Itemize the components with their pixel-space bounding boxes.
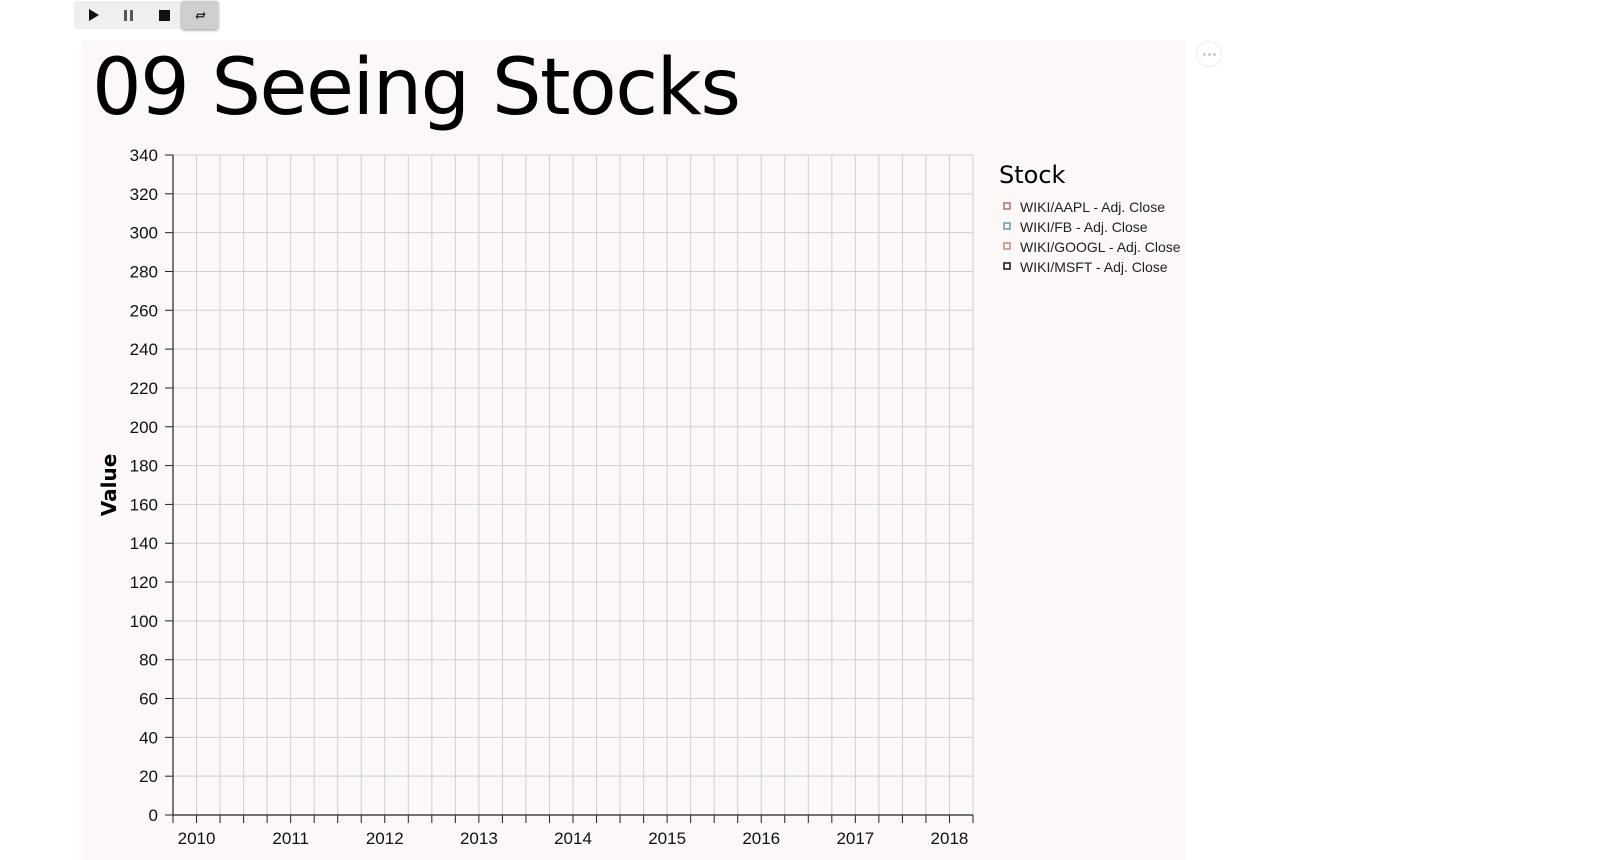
x-tick-label: 2014 (554, 829, 592, 848)
play-button[interactable] (74, 1, 110, 29)
stop-button[interactable] (146, 1, 182, 29)
y-tick-label: 120 (130, 573, 158, 592)
chart-panel (82, 41, 1186, 860)
y-tick-label: 20 (139, 767, 158, 786)
y-tick-label: 140 (130, 534, 158, 553)
y-tick-label: 200 (130, 418, 158, 437)
y-tick-label: 80 (139, 651, 158, 670)
x-tick-label: 2016 (742, 829, 780, 848)
legend-symbol (1003, 222, 1011, 230)
y-axis-label: Value (97, 454, 121, 517)
x-tick-label: 2017 (836, 829, 874, 848)
loop-button[interactable] (182, 1, 218, 29)
y-tick-label: 100 (130, 612, 158, 631)
y-tick-label: 220 (130, 379, 158, 398)
legend-symbol (1003, 202, 1011, 210)
y-tick-label: 40 (139, 728, 158, 747)
legend-symbol (1003, 262, 1011, 270)
pause-button[interactable] (110, 1, 146, 29)
play-icon (88, 9, 99, 21)
x-tick-label: 2011 (272, 829, 309, 848)
y-tick-label: 240 (130, 340, 158, 359)
legend-entry-label: WIKI/GOOGL - Adj. Close (1020, 239, 1181, 255)
page-title: 09 Seeing Stocks (92, 43, 741, 133)
x-tick-label: 2015 (648, 829, 686, 848)
x-tick-label: 2012 (366, 829, 404, 848)
y-tick-label: 340 (130, 146, 158, 165)
legend-title: Stock (999, 161, 1066, 189)
playback-toolbar (74, 1, 218, 29)
y-tick-label: 260 (130, 301, 158, 320)
stop-icon (158, 9, 170, 21)
x-tick-label: 2010 (178, 829, 216, 848)
more-options-icon[interactable] (1196, 41, 1222, 67)
loop-icon (194, 11, 206, 19)
y-tick-label: 160 (130, 495, 158, 514)
legend-symbol (1003, 242, 1011, 250)
y-tick-label: 300 (130, 224, 158, 243)
x-tick-label: 2018 (931, 829, 969, 848)
y-tick-label: 320 (130, 185, 158, 204)
y-tick-label: 180 (130, 457, 158, 476)
y-tick-label: 0 (149, 806, 158, 825)
legend-entry-label: WIKI/FB - Adj. Close (1020, 219, 1148, 235)
y-tick-label: 280 (130, 262, 158, 281)
legend-entry-label: WIKI/MSFT - Adj. Close (1020, 259, 1168, 275)
legend-entry-label: WIKI/AAPL - Adj. Close (1020, 199, 1165, 215)
y-tick-label: 60 (139, 690, 158, 709)
pause-icon (123, 9, 133, 21)
x-tick-label: 2013 (460, 829, 498, 848)
